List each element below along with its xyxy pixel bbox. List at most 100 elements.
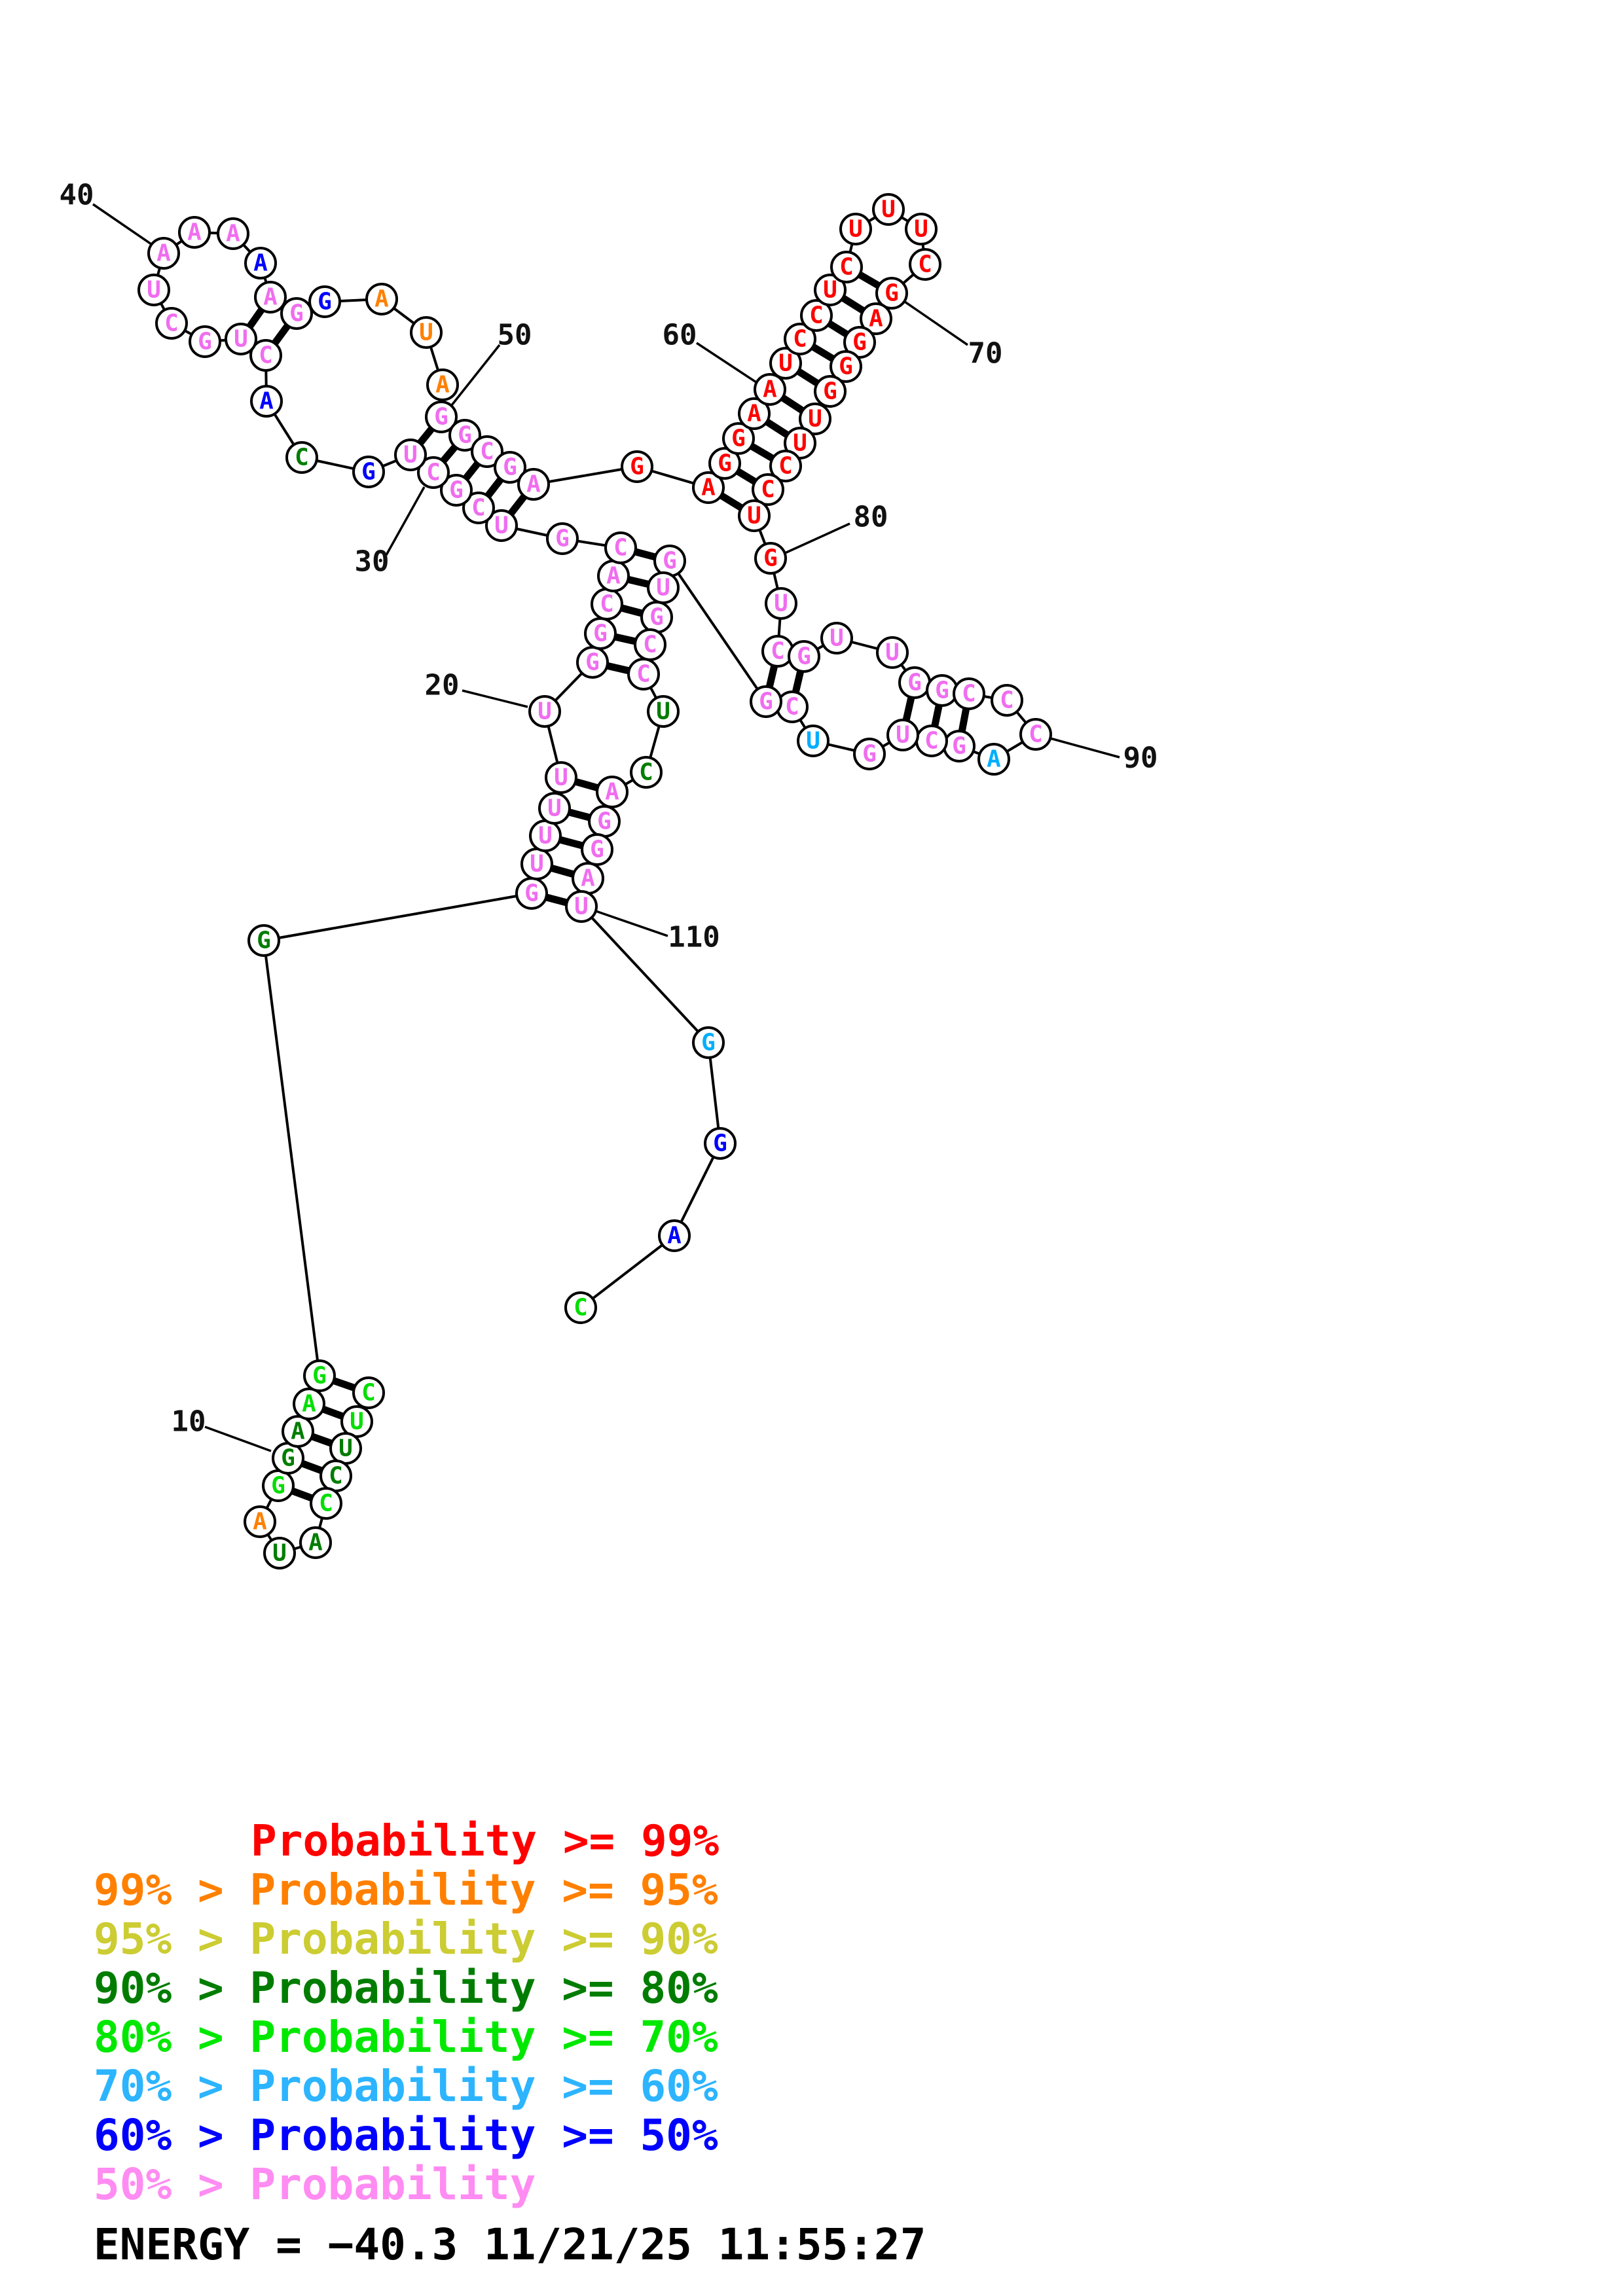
nucleotide-base-25: C xyxy=(613,535,628,562)
label-leader-line xyxy=(462,689,528,708)
nucleotide-base-106: A xyxy=(605,779,619,806)
nucleotide-base-74: G xyxy=(823,378,837,405)
nucleotide-base-10: G xyxy=(281,1445,295,1472)
nucleotide-circle-77 xyxy=(769,450,802,482)
energy-status: ENERGY = −40.3 11/21/25 11:55:27 xyxy=(94,2219,926,2270)
nucleotide-base-55: G xyxy=(630,454,644,480)
nucleotide-base-94: U xyxy=(896,722,910,749)
position-label-50: 50 xyxy=(498,319,532,352)
nucleotide-base-41: A xyxy=(187,219,202,246)
nucleotide-circle-35 xyxy=(249,339,282,372)
nucleotide-circle-18 xyxy=(538,792,571,825)
nucleotide-base-86: G xyxy=(907,670,922,696)
nucleotide-base-17: U xyxy=(538,823,553,850)
nucleotide-circle-62 xyxy=(784,323,816,355)
nucleotide-circle-42 xyxy=(217,217,249,250)
backbone-bond xyxy=(263,940,321,1376)
nucleotide-circle-94 xyxy=(886,719,919,751)
nucleotide-base-67: U xyxy=(881,196,896,223)
nucleotide-circle-88 xyxy=(953,677,985,710)
nucleotide-circle-55 xyxy=(621,450,653,483)
nucleotide-base-89: C xyxy=(1000,687,1014,714)
nucleotide-base-48: U xyxy=(419,319,433,346)
nucleotide-base-114: C xyxy=(574,1295,588,1321)
nucleotide-base-19: U xyxy=(554,764,568,791)
nucleotide-base-109: A xyxy=(581,865,595,892)
nucleotide-circle-44 xyxy=(254,281,287,314)
nucleotide-base-45: G xyxy=(289,300,304,327)
nucleotide-base-44: A xyxy=(263,284,278,311)
legend-row-p90: 95% > Probability >= 90% xyxy=(94,1914,718,1964)
nucleotide-base-9: G xyxy=(271,1473,285,1499)
nucleotide-circle-74 xyxy=(814,375,847,408)
nucleotide-circle-65 xyxy=(830,251,863,283)
nucleotide-circle-45 xyxy=(280,297,313,330)
nucleotide-circle-58 xyxy=(722,422,755,455)
nucleotide-circle-64 xyxy=(814,274,847,306)
backbone-bond xyxy=(579,1234,676,1309)
nucleotide-base-77: C xyxy=(778,453,793,480)
nucleotide-circle-95 xyxy=(853,738,886,770)
position-label-20: 20 xyxy=(425,669,460,702)
nucleotide-base-96: U xyxy=(806,728,820,755)
legend-row-p70: 80% > Probability >= 70% xyxy=(94,2012,718,2062)
nucleotide-circle-61 xyxy=(769,347,802,380)
probability-legend: Probability >= 99% 99% > Probability >= … xyxy=(94,1816,720,2210)
position-label-30: 30 xyxy=(355,545,390,579)
nucleotide-base-5: C xyxy=(319,1490,333,1517)
nucleotide-circle-1 xyxy=(352,1376,385,1409)
nucleotide-circle-68 xyxy=(905,213,938,245)
nucleotide-base-100: U xyxy=(656,575,670,601)
nucleotide-base-14: G xyxy=(257,927,271,954)
nucleotide-circle-50 xyxy=(425,401,458,433)
nucleotide-base-33: C xyxy=(295,444,309,471)
nucleotide-circle-30 xyxy=(417,456,450,489)
nucleotide-base-26: G xyxy=(555,526,570,552)
nucleotide-circle-111 xyxy=(692,1026,725,1059)
nucleotide-circle-57 xyxy=(708,447,741,480)
nucleotide-base-49: A xyxy=(435,372,450,399)
nucleotide-circle-103 xyxy=(627,658,660,691)
nucleotide-base-79: U xyxy=(747,503,761,529)
nucleotide-base-108: G xyxy=(590,836,604,863)
nucleotide-base-81: U xyxy=(774,590,788,617)
nucleotide-circle-53 xyxy=(494,451,526,484)
nucleotide-circle-72 xyxy=(843,326,876,359)
nucleotide-circle-11 xyxy=(282,1415,314,1448)
nucleotide-base-76: U xyxy=(793,430,807,457)
nucleotide-circle-13 xyxy=(303,1359,336,1392)
nucleotide-circle-67 xyxy=(872,193,905,226)
nucleotide-base-102: C xyxy=(643,632,657,658)
nucleotide-base-50: G xyxy=(434,404,448,431)
nucleotide-base-51: G xyxy=(458,422,472,449)
nucleotide-circle-46 xyxy=(308,285,341,318)
nucleotide-circle-52 xyxy=(471,435,503,468)
nucleotide-base-54: A xyxy=(526,471,541,498)
nucleotide-base-24: A xyxy=(606,563,621,590)
nucleotide-base-1: C xyxy=(361,1380,376,1407)
structure-graph: CUUCCAUAGGAAGGGUUUUUGGCACGUCGCUGCACUGCUA… xyxy=(60,179,1158,1570)
legend-row-plt50: 50% > Probability xyxy=(94,2159,536,2210)
nucleotide-circle-90 xyxy=(1019,718,1052,751)
nucleotide-base-61: U xyxy=(778,350,793,377)
legend-row-p80: 90% > Probability >= 80% xyxy=(94,1963,718,2013)
nucleotide-circle-59 xyxy=(738,397,771,430)
nucleotide-base-62: C xyxy=(793,326,807,353)
nucleotide-base-97: C xyxy=(785,694,799,721)
nucleotide-circle-36 xyxy=(225,323,257,355)
nucleotide-base-103: C xyxy=(636,661,651,688)
legend-row-p99: Probability >= 99% xyxy=(251,1816,720,1866)
nucleotide-circle-106 xyxy=(596,776,629,808)
nucleotide-base-72: G xyxy=(852,329,867,356)
nucleotide-base-22: G xyxy=(593,620,608,647)
nucleotide-base-29: G xyxy=(449,477,464,504)
nucleotide-circle-98 xyxy=(750,685,782,718)
nucleotide-base-23: C xyxy=(600,591,614,618)
nucleotide-base-8: A xyxy=(253,1509,267,1535)
nucleotide-base-15: G xyxy=(524,880,539,907)
nucleotide-base-107: G xyxy=(597,808,611,835)
nucleotide-circle-114 xyxy=(564,1291,597,1324)
nucleotide-circle-73 xyxy=(830,350,862,383)
nucleotide-circle-78 xyxy=(752,473,784,506)
